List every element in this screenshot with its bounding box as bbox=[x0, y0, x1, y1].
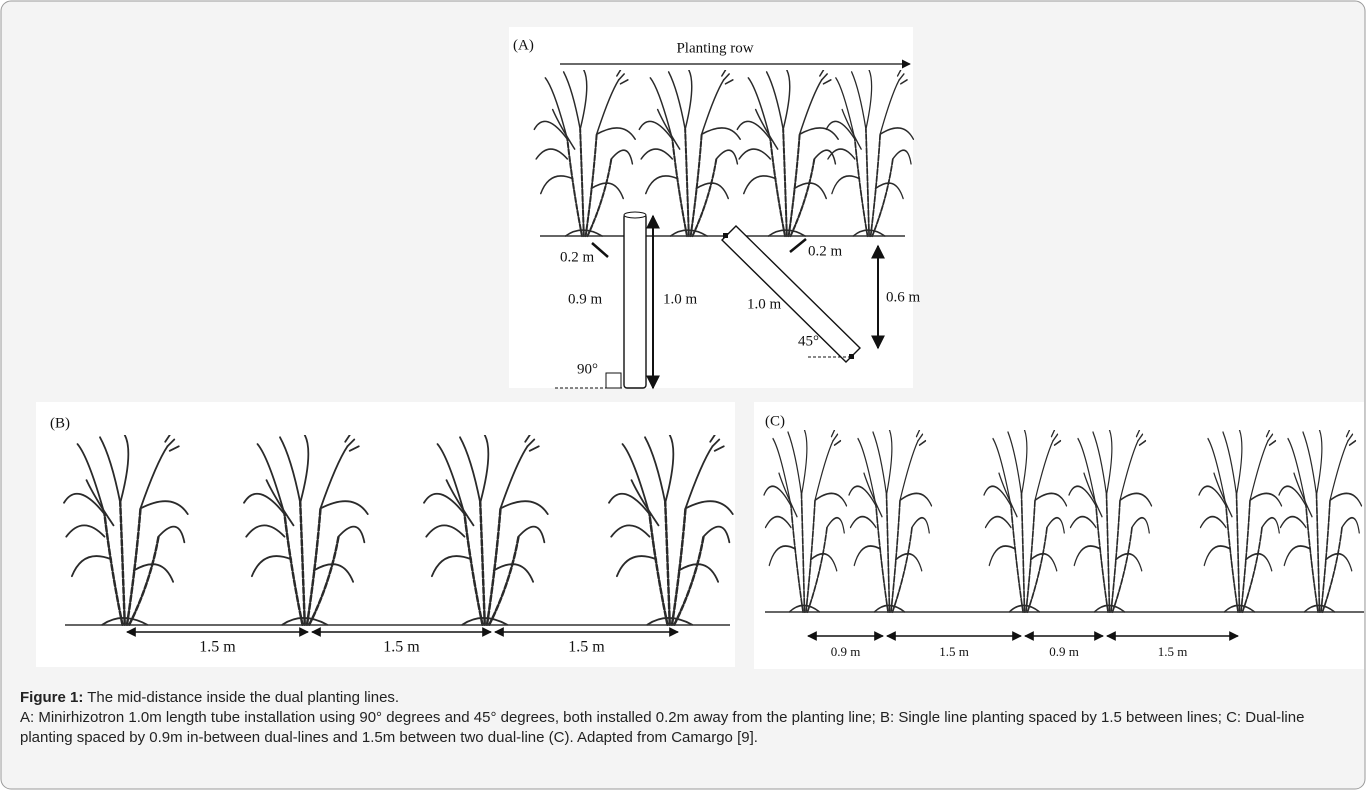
row-label: Planting row bbox=[676, 40, 753, 56]
caption-heading: Figure 1: The mid-distance inside the du… bbox=[20, 688, 1350, 708]
dimension-label: 1.0 m bbox=[663, 291, 698, 307]
dimension-label: 1.0 m bbox=[747, 296, 782, 312]
dimension-label: 0.2 m bbox=[808, 243, 843, 259]
panel-label: (B) bbox=[50, 415, 70, 431]
dimension-label: 0.2 m bbox=[560, 249, 595, 265]
dimension-label: 1.5 m bbox=[383, 639, 420, 656]
dimension-label: 1.5 m bbox=[199, 639, 236, 656]
panel-c bbox=[754, 402, 1364, 669]
panel-label: (C) bbox=[765, 413, 785, 429]
dimension-label: 1.5 m bbox=[1158, 644, 1188, 659]
tube-top bbox=[623, 211, 647, 219]
dimension-label: 1.5 m bbox=[568, 639, 605, 656]
dimension-label: 0.9 m bbox=[831, 644, 861, 659]
dimension-label: 0.6 m bbox=[886, 289, 921, 305]
caption-title: Figure 1: bbox=[20, 689, 84, 706]
tube-point bbox=[849, 354, 854, 359]
panel-b bbox=[36, 402, 735, 667]
offset-mark bbox=[789, 238, 807, 253]
angle-label: 45° bbox=[798, 333, 819, 349]
dimension-label: 0.9 m bbox=[568, 291, 603, 307]
caption-text: A: Minirhizotron 1.0m length tube instal… bbox=[20, 709, 1305, 746]
vertical-tube bbox=[623, 213, 647, 389]
tube-point bbox=[723, 233, 728, 238]
angle-label: 90° bbox=[577, 361, 598, 377]
caption-subtitle: The mid-distance inside the dual plantin… bbox=[87, 689, 400, 706]
caption: Figure 1: The mid-distance inside the du… bbox=[20, 688, 1350, 748]
right-angle bbox=[605, 372, 622, 389]
panel-label: (A) bbox=[513, 37, 534, 53]
dimension-label: 0.9 m bbox=[1049, 644, 1079, 659]
dimension-label: 1.5 m bbox=[939, 644, 969, 659]
offset-mark bbox=[591, 242, 609, 258]
panel-a bbox=[509, 27, 913, 388]
